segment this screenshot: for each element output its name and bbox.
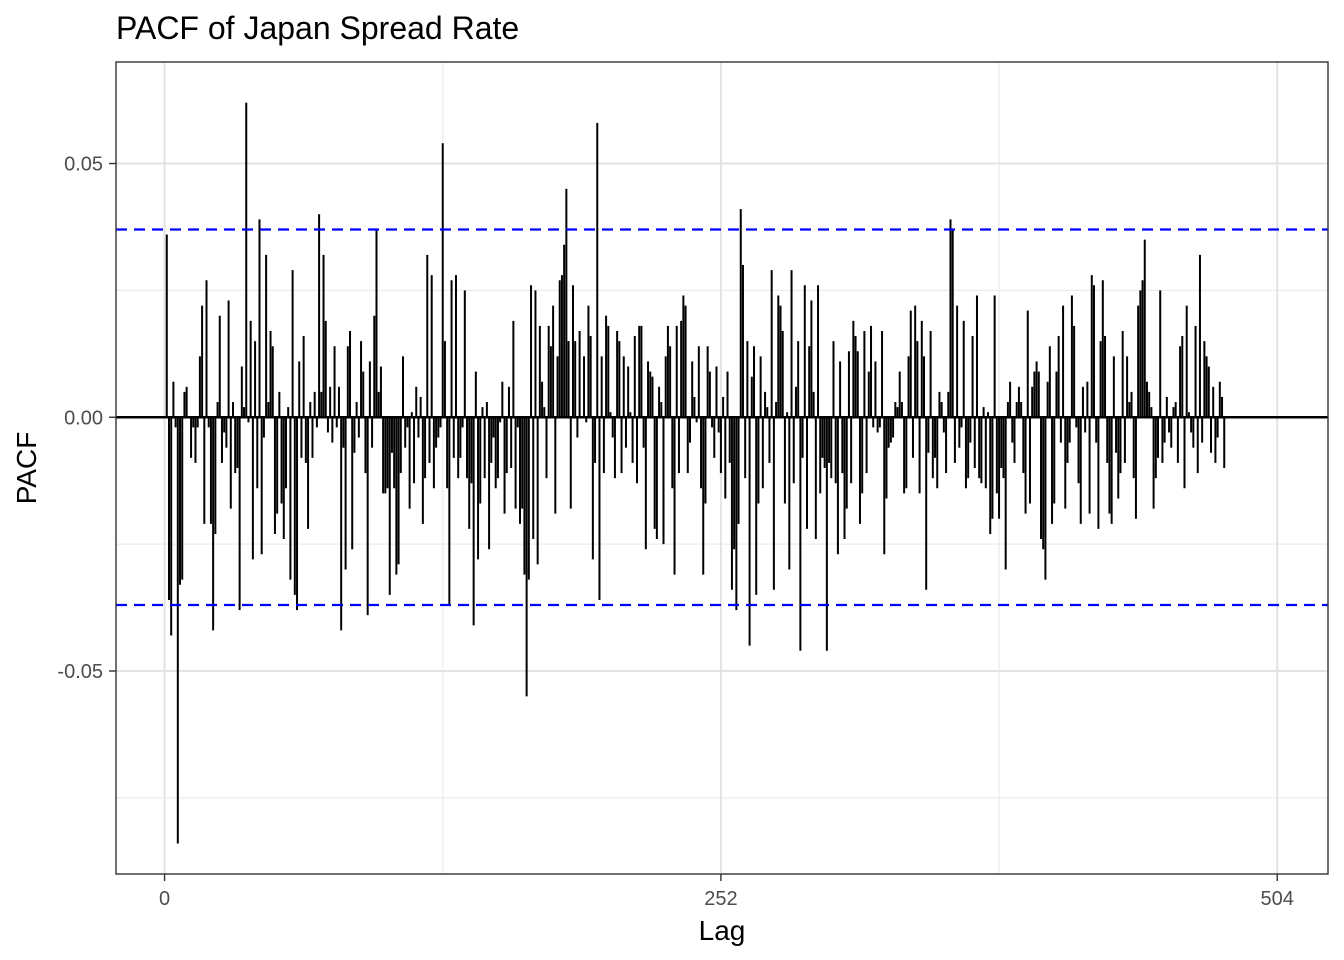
x-tick-label: 504 (1261, 888, 1294, 910)
x-axis-title: Lag (699, 915, 746, 946)
chart-title: PACF of Japan Spread Rate (116, 10, 519, 46)
panel-border (115, 61, 1329, 875)
y-tick-label: 0.05 (64, 154, 103, 176)
y-axis: -0.05 0.00 0.05 (57, 154, 116, 683)
y-tick-label: -0.05 (57, 661, 103, 683)
pacf-bars (165, 102, 1226, 844)
y-axis-title: PACF (11, 432, 42, 505)
x-tick-label: 252 (704, 888, 737, 910)
x-tick-label: 0 (159, 888, 170, 910)
y-tick-label: 0.00 (64, 407, 103, 429)
x-axis: 0 252 504 (159, 874, 1294, 910)
